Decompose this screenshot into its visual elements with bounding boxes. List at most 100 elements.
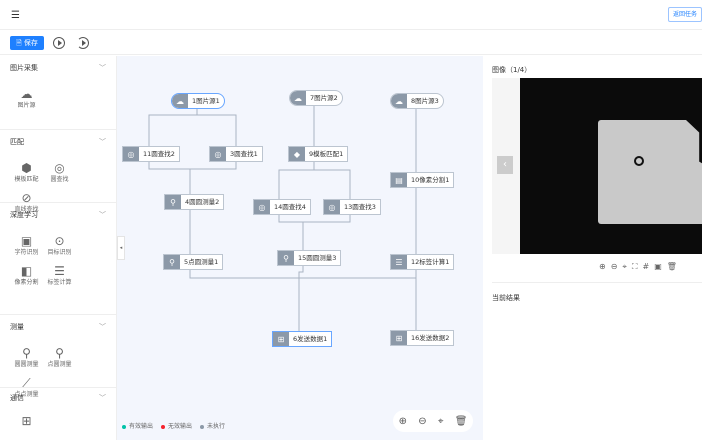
save-button[interactable]: 🗎 保存 [10,36,44,50]
flow-node[interactable]: ☰ 12标签计算1 [390,254,455,270]
node-label: 1图片源1 [192,97,220,105]
legend-item: 未执行 [200,421,225,430]
flow-node[interactable]: ⊞ 16发送数据2 [390,330,455,346]
flow-node[interactable]: ◎ 14圆查找4 [253,199,311,215]
node-icon: ☰ [391,255,407,269]
tool-label: 像素分割 [14,279,39,286]
tool-item[interactable]: ⊘ 直线查找 [10,190,43,214]
sidebar-section: 图片采集 ﹀ ☁ 图片源 [0,56,116,130]
flow-node[interactable]: ▤ 10像素分割1 [390,172,455,188]
node-label: 6发送数据1 [293,335,328,343]
flow-node[interactable]: ⚲ 15圆圆测量3 [277,250,342,266]
chevron-down-icon[interactable]: ﹀ [99,323,106,331]
sidebar-section: 测量 ﹀ ⚲ 圆圆测量 ⚲ 点圆测量 ⟋ 点点测量 [0,315,116,398]
node-icon: ◎ [123,147,139,161]
sidebar-section: 匹配 ﹀ ⬢ 模板匹配 ◎ 圆查找 ⊘ 直线查找 [0,130,116,213]
toolbar: 🗎 保存 [0,30,702,55]
node-icon: ◆ [289,147,305,161]
legend-dot [122,424,126,429]
zoom-out-icon[interactable]: ⊖ [418,415,427,427]
circle-search-icon: ◎ [54,161,65,175]
zoom-out-icon[interactable]: ⊖ [610,262,618,271]
flow-node[interactable]: ☁ 8图片源3 [390,93,444,109]
legend-dot [161,424,166,429]
legend-label: 无效输出 [168,423,193,430]
flow-node[interactable]: ◎ 3圆查找1 [209,146,263,162]
section-header[interactable]: 图片采集 ﹀ [10,63,106,75]
flow-node[interactable]: ☁ 1图片源1 [171,93,225,109]
flow-node[interactable]: ◎ 13圆查找3 [323,199,381,215]
fullscreen-icon[interactable]: ⛶ [631,262,638,271]
grid-icon[interactable]: # [642,262,650,271]
section-header[interactable]: 测量 ﹀ [10,322,106,334]
node-label: 7图片源2 [310,94,338,102]
ocr-icon: ▣ [20,234,33,248]
right-panel: 图像（1/4） ‹ ⊕ ⊖ ⌖ ⛶ # ▣ 🗑 当前结果 [483,56,702,440]
save-label: 保存 [23,39,38,47]
tool-item[interactable]: ◧ 像素分割 [10,263,43,287]
flow-node[interactable]: ⚲ 5点圆测量1 [163,254,224,270]
flow-node[interactable]: ◆ 9模板匹配1 [288,146,349,162]
tool-item[interactable]: ⊙ 目标识别 [43,233,76,257]
result-title: 当前结果 [492,294,520,302]
tool-item[interactable]: ⚲ 点圆测量 [43,345,76,369]
node-label: 14圆查找4 [274,203,306,211]
chevron-down-icon[interactable]: ﹀ [99,211,106,219]
tool-label: 图片源 [17,102,36,109]
replay-icon[interactable] [77,37,89,49]
section-header[interactable]: 深度学习 ﹀ [10,210,106,222]
segment-icon: ◧ [20,264,33,278]
circle-circle-icon: ⚲ [22,346,31,360]
chevron-down-icon[interactable]: ﹀ [99,138,106,146]
node-icon: ⚲ [165,195,181,209]
send-data-icon: ⊞ [21,414,32,428]
node-label: 4圆圆测量2 [185,198,220,206]
collapse-sidebar-button[interactable]: ◂ [117,236,125,260]
chevron-down-icon[interactable]: ﹀ [99,394,106,402]
point-circle-icon: ⚲ [55,346,64,360]
tool-item[interactable]: ◎ 圆查找 [43,160,76,184]
canvas-tools: ⊕ ⊖ ⌖ 🗑 [393,410,473,432]
flow-node[interactable]: ◎ 11圆查找2 [122,146,180,162]
tool-item[interactable]: ⚲ 圆圆测量 [10,345,43,369]
flow-canvas[interactable] [117,56,483,440]
legend-dot [200,424,205,429]
section-title: 通信 [10,394,24,402]
delete-icon[interactable]: 🗑 [666,262,677,271]
flow-node[interactable]: ⚲ 4圆圆测量2 [164,194,225,210]
inspection-image[interactable] [520,78,702,254]
section-title: 匹配 [10,138,24,146]
tool-item[interactable]: ▣ 字符识别 [10,233,43,257]
return-button[interactable]: 返回任务 [668,7,702,22]
label-calc-icon: ☰ [54,264,65,278]
play-icon[interactable] [53,37,65,49]
delete-icon[interactable]: 🗑 [454,415,468,427]
section-header[interactable]: 匹配 ﹀ [10,137,106,149]
node-icon: ⚲ [164,255,180,269]
flow-node[interactable]: ☁ 7图片源2 [289,90,343,106]
chevron-down-icon[interactable]: ﹀ [99,64,106,72]
tool-item[interactable]: ⬢ 模板匹配 [10,160,43,184]
locate-icon[interactable]: ⌖ [622,262,627,271]
section-header[interactable]: 通信 ﹀ [10,393,106,405]
flow-node[interactable]: ⊞ 6发送数据1 [272,331,333,347]
prev-image-button[interactable]: ‹ [497,156,513,174]
node-icon: ▤ [391,173,407,187]
node-label: 12标签计算1 [411,258,450,266]
tool-item[interactable]: ⊞ [10,413,43,429]
image-icon[interactable]: ▣ [654,262,662,271]
tool-item[interactable]: ☁ 图片源 [10,86,43,110]
node-label: 3圆查找1 [230,150,258,158]
tool-item[interactable]: ⟋ 点点测量 [10,375,43,399]
image-title: 图像（1/4） [492,66,532,74]
node-icon: ◎ [324,200,340,214]
locate-icon[interactable]: ⌖ [437,415,444,427]
tool-item[interactable]: ☰ 标签计算 [43,263,76,287]
legend: 有效输出 无效输出 未执行 [122,421,225,430]
zoom-in-icon[interactable]: ⊕ [599,262,606,271]
node-label: 11圆查找2 [143,150,175,158]
menu-fold-icon[interactable]: ☰ [11,10,20,21]
zoom-in-icon[interactable]: ⊕ [398,415,407,427]
tool-label: 点点测量 [14,391,39,398]
tool-label: 直线查找 [14,206,39,213]
